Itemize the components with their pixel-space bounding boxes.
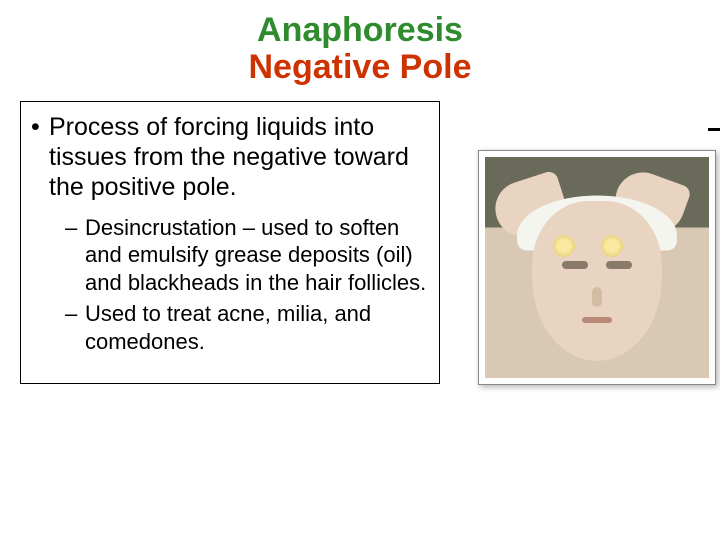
sub-bullet-2: Used to treat acne, milia, and comedones… bbox=[85, 300, 433, 355]
content-box: Process of forcing liquids into tissues … bbox=[20, 101, 440, 385]
sub-bullet-list: Desincrustation – used to soften and emu… bbox=[49, 214, 433, 356]
bullet-main: Process of forcing liquids into tissues … bbox=[49, 112, 433, 356]
bullet-main-text: Process of forcing liquids into tissues … bbox=[49, 113, 409, 201]
probe-icon bbox=[601, 235, 623, 257]
eye-shape bbox=[606, 261, 632, 269]
image-frame bbox=[478, 150, 716, 385]
bullet-list: Process of forcing liquids into tissues … bbox=[27, 112, 433, 356]
title-line2: Negative Pole bbox=[20, 49, 700, 86]
face-shape bbox=[532, 201, 662, 361]
dash-mark bbox=[708, 128, 720, 131]
nose-shape bbox=[592, 287, 602, 307]
sub-bullet-1: Desincrustation – used to soften and emu… bbox=[85, 214, 433, 297]
eye-shape bbox=[562, 261, 588, 269]
facial-treatment-image bbox=[485, 157, 709, 378]
slide: Anaphoresis Negative Pole Process of for… bbox=[0, 0, 720, 540]
title-block: Anaphoresis Negative Pole bbox=[20, 12, 700, 87]
probe-icon bbox=[553, 235, 575, 257]
title-line1: Anaphoresis bbox=[20, 12, 700, 49]
mouth-shape bbox=[582, 317, 612, 323]
